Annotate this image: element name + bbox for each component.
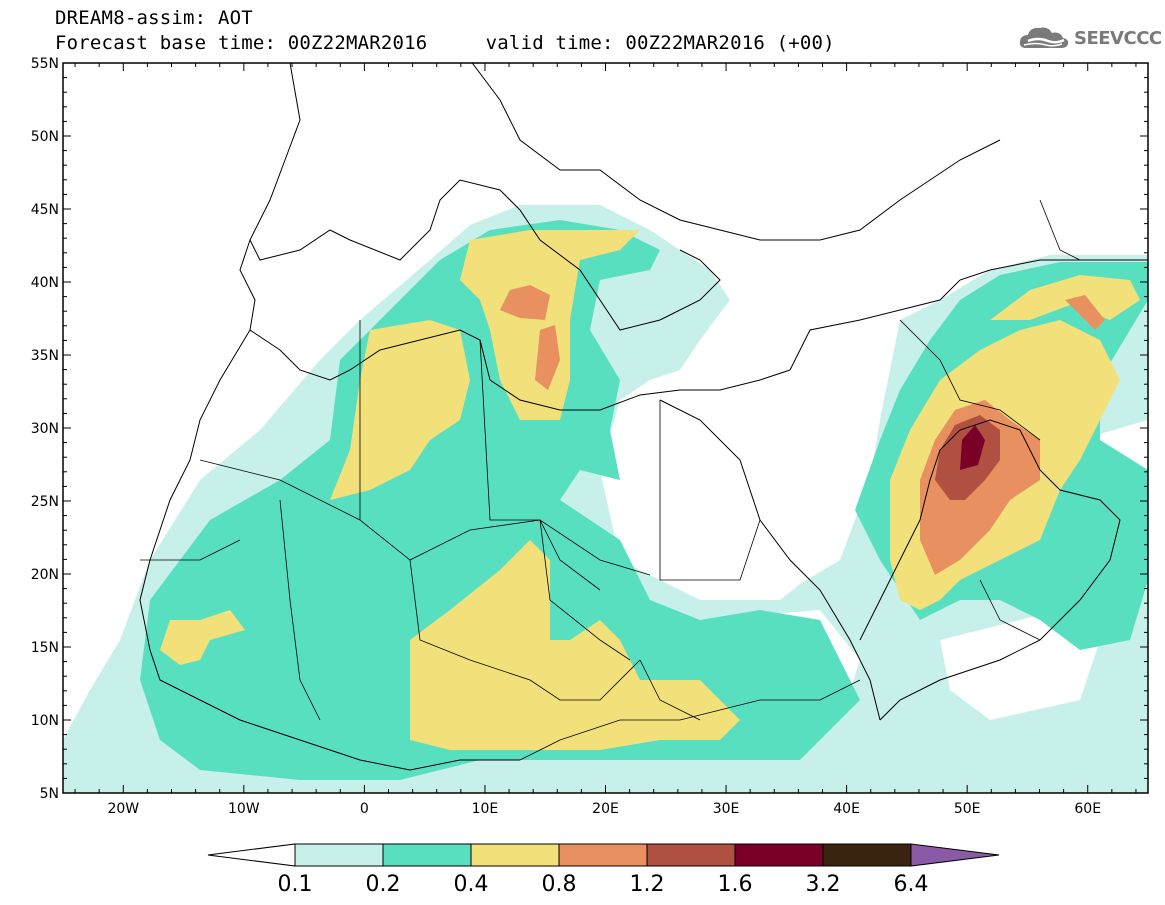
lon-tick-label: 20E bbox=[592, 801, 619, 817]
colorbar-label: 0.2 bbox=[366, 872, 401, 897]
lon-tick-label: 0 bbox=[360, 801, 369, 817]
colorbar-label: 1.2 bbox=[630, 872, 665, 897]
lat-tick-label: 30N bbox=[31, 421, 59, 437]
colorbar-label: 1.6 bbox=[718, 872, 753, 897]
colorbar-swatch bbox=[646, 843, 736, 867]
colorbar-swatch bbox=[822, 843, 912, 867]
lon-tick-label: 50E bbox=[954, 801, 981, 817]
lon-tick-label: 10W bbox=[228, 801, 260, 817]
valid-time: valid time: 00Z22MAR2016 (+00) bbox=[485, 32, 835, 54]
lon-tick-label: 60E bbox=[1074, 801, 1101, 817]
latitude-axis: 55N 50N 45N 40N 35N 30N 25N 20N 15N 10N 5N bbox=[31, 56, 1148, 802]
colorbar-label: 0.1 bbox=[278, 872, 313, 897]
cloud-icon bbox=[1019, 27, 1069, 48]
lon-tick-label: 20W bbox=[107, 801, 139, 817]
colorbar-swatch bbox=[558, 843, 648, 867]
base-time: Forecast base time: 00Z22MAR2016 bbox=[55, 32, 428, 54]
coastlines bbox=[139, 63, 1148, 771]
time-info: Forecast base time: 00Z22MAR2016 valid t… bbox=[55, 32, 835, 54]
lat-tick-label: 55N bbox=[31, 56, 59, 72]
longitude-axis: 20W 10W 0 10E 20E 30E 40E 50E 60E bbox=[74, 63, 1137, 817]
aot-field bbox=[63, 205, 1148, 793]
map-title: DREAM8-assim: AOT bbox=[55, 7, 253, 29]
colorbar-arrow-low bbox=[207, 843, 296, 867]
lat-tick-label: 50N bbox=[31, 129, 59, 145]
colorbar-label: 6.4 bbox=[894, 872, 929, 897]
country-borders bbox=[140, 199, 1081, 761]
lat-tick-label: 10N bbox=[31, 713, 59, 729]
seevccc-logo: SEEVCCC bbox=[1018, 24, 1162, 52]
lon-tick-label: 10E bbox=[472, 801, 499, 817]
lat-tick-label: 25N bbox=[31, 494, 59, 510]
colorbar-label: 0.8 bbox=[542, 872, 577, 897]
lon-tick-label: 40E bbox=[833, 801, 860, 817]
colorbar-swatch bbox=[294, 843, 384, 867]
colorbar-swatch bbox=[382, 843, 472, 867]
aot-contour-high bbox=[330, 320, 470, 500]
lon-tick-label: 30E bbox=[713, 801, 740, 817]
colorbar-label: 0.4 bbox=[454, 872, 489, 897]
lat-tick-label: 15N bbox=[31, 640, 59, 656]
colorbar-swatch bbox=[734, 843, 824, 867]
lat-tick-label: 5N bbox=[40, 786, 59, 802]
logo-text: SEEVCCC bbox=[1074, 27, 1162, 49]
colorbar-arrow-high bbox=[910, 843, 1000, 867]
lat-tick-label: 20N bbox=[31, 567, 59, 583]
lat-tick-label: 35N bbox=[31, 348, 59, 364]
colorbar: 0.1 0.2 0.4 0.8 1.2 1.6 3.2 6.4 bbox=[207, 843, 1000, 897]
colorbar-label: 3.2 bbox=[806, 872, 841, 897]
lat-tick-label: 45N bbox=[31, 202, 59, 218]
aot-contour-mid bbox=[140, 220, 860, 780]
lat-tick-label: 40N bbox=[31, 275, 59, 291]
colorbar-swatch bbox=[470, 843, 560, 867]
